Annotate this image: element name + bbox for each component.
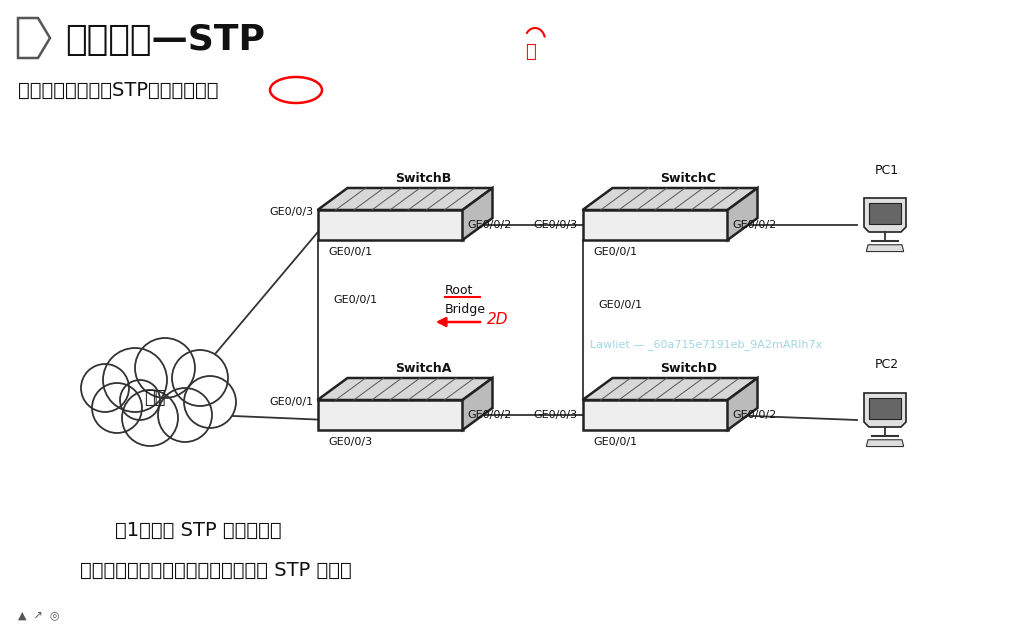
- Text: SwitchA: SwitchA: [395, 362, 451, 375]
- Text: Lawliet — _60a715e7191eb_9A2mARlh7x: Lawliet — _60a715e7191eb_9A2mARlh7x: [590, 339, 822, 351]
- Polygon shape: [869, 203, 901, 224]
- Text: GE0/0/1: GE0/0/1: [333, 295, 377, 305]
- Polygon shape: [317, 210, 462, 240]
- Text: GE0/0/3: GE0/0/3: [269, 207, 313, 217]
- Text: GE0/0/3: GE0/0/3: [328, 437, 372, 447]
- Circle shape: [120, 380, 160, 420]
- Text: PC2: PC2: [875, 358, 899, 372]
- Text: GE0/0/1: GE0/0/1: [593, 247, 637, 257]
- Circle shape: [135, 338, 195, 398]
- Polygon shape: [864, 198, 906, 232]
- Text: 8: 8: [27, 30, 38, 46]
- Text: 2D: 2D: [487, 312, 509, 327]
- Text: GE0/0/1: GE0/0/1: [269, 397, 313, 407]
- Polygon shape: [317, 378, 492, 400]
- Text: SwitchB: SwitchB: [395, 171, 451, 185]
- Polygon shape: [864, 393, 906, 427]
- Text: SwitchD: SwitchD: [660, 362, 717, 375]
- Text: PC1: PC1: [875, 164, 899, 176]
- Text: GE0/0/1: GE0/0/1: [593, 437, 637, 447]
- Polygon shape: [582, 188, 757, 210]
- Polygon shape: [462, 378, 492, 430]
- Circle shape: [103, 348, 167, 412]
- Text: GE0/0/2: GE0/0/2: [732, 410, 776, 420]
- Text: GE0/0/2: GE0/0/2: [467, 410, 512, 420]
- Text: 配置环网中的设备生成树协议工作在 STP 模式。: 配置环网中的设备生成树协议工作在 STP 模式。: [80, 561, 352, 580]
- Text: GE0/0/1: GE0/0/1: [328, 247, 372, 257]
- Polygon shape: [866, 245, 904, 252]
- Polygon shape: [462, 188, 492, 240]
- Text: SwitchC: SwitchC: [660, 171, 716, 185]
- Circle shape: [184, 376, 236, 428]
- Text: GE0/0/2: GE0/0/2: [732, 220, 776, 230]
- Text: GE0/0/2: GE0/0/2: [467, 220, 512, 230]
- Polygon shape: [317, 400, 462, 430]
- Text: Bridge: Bridge: [445, 303, 486, 317]
- Polygon shape: [582, 210, 728, 240]
- Polygon shape: [18, 18, 50, 58]
- Polygon shape: [582, 378, 757, 400]
- Polygon shape: [582, 400, 728, 430]
- Text: 小: 小: [525, 43, 536, 61]
- Circle shape: [92, 383, 142, 433]
- Polygon shape: [866, 440, 904, 447]
- Circle shape: [122, 390, 178, 446]
- Text: （1）配置 STP 基本功能。: （1）配置 STP 基本功能。: [115, 521, 282, 540]
- Text: GE0/0/3: GE0/0/3: [534, 220, 578, 230]
- Text: GE0/0/1: GE0/0/1: [598, 300, 642, 310]
- Polygon shape: [728, 378, 757, 430]
- Polygon shape: [728, 188, 757, 240]
- Text: ▲  ↗  ◎: ▲ ↗ ◎: [18, 610, 60, 620]
- Polygon shape: [869, 398, 901, 419]
- Text: 交换机生成树协议STP配置：优先级: 交换机生成树协议STP配置：优先级: [18, 80, 218, 99]
- Circle shape: [81, 364, 129, 412]
- Text: 组网技术—STP: 组网技术—STP: [65, 23, 265, 57]
- Text: GE0/0/3: GE0/0/3: [534, 410, 578, 420]
- Circle shape: [158, 388, 212, 442]
- Text: 网络: 网络: [145, 389, 166, 407]
- Polygon shape: [317, 188, 492, 210]
- Circle shape: [172, 350, 228, 406]
- Text: Root: Root: [445, 284, 473, 296]
